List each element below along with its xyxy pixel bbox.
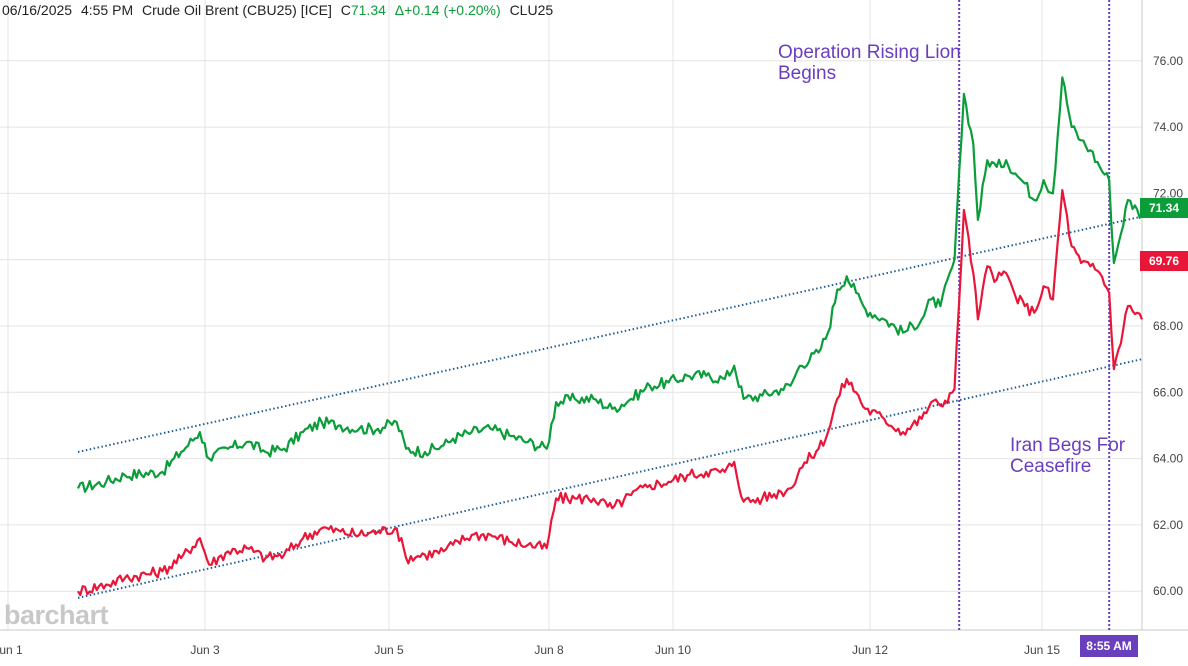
header-contract: CLU25 bbox=[509, 2, 554, 18]
y-tick-label: 62.00 bbox=[1153, 518, 1183, 532]
header-date: 06/16/2025 bbox=[2, 2, 73, 18]
y-tick-label: 64.00 bbox=[1153, 452, 1183, 466]
annotation-iran-line1: Iran Begs For bbox=[1010, 435, 1126, 456]
annotation-iran-line2: Ceasefire bbox=[1010, 456, 1092, 477]
y-tick-label: 60.00 bbox=[1153, 584, 1183, 598]
x-tick-label: Jun 1 bbox=[0, 643, 23, 657]
last-price-tag-green: 71.34 bbox=[1140, 198, 1188, 218]
x-tick-label: Jun 12 bbox=[852, 643, 888, 657]
y-tick-label: 66.00 bbox=[1153, 385, 1183, 399]
x-tick-label: Jun 8 bbox=[534, 643, 564, 657]
lower-trendline bbox=[77, 358, 1143, 599]
y-tick-label: 72.00 bbox=[1153, 186, 1183, 200]
x-tick-label: Jun 3 bbox=[190, 643, 220, 657]
chart-header: 06/16/2025 4:55 PM Crude Oil Brent (CBU2… bbox=[2, 2, 553, 18]
barchart-logo: barchart bbox=[4, 600, 109, 630]
last-price-tag-red: 69.76 bbox=[1140, 251, 1188, 271]
x-tick-label: Jun 10 bbox=[655, 643, 691, 657]
crosshair-time-tag: 8:55 AM bbox=[1080, 635, 1138, 657]
annotation-rising-lion-line1: Operation Rising Lion bbox=[778, 42, 961, 63]
series-line-red bbox=[77, 189, 1144, 597]
annotation-rising-lion-line2: Begins bbox=[778, 63, 837, 84]
annotation-iran-ceasefire: Iran Begs For Ceasefire bbox=[1010, 435, 1125, 477]
header-symbol-name: Crude Oil Brent (CBU25) [ICE] bbox=[142, 2, 332, 18]
series-line-green bbox=[77, 76, 1143, 493]
y-tick-label: 68.00 bbox=[1153, 319, 1183, 333]
header-change: Δ+0.14 (+0.20%) bbox=[394, 2, 501, 18]
header-close-label: C bbox=[340, 2, 351, 18]
header-close-value: 71.34 bbox=[350, 2, 386, 18]
y-tick-label: 76.00 bbox=[1153, 54, 1183, 68]
header-time: 4:55 PM bbox=[80, 2, 134, 18]
annotation-rising-lion: Operation Rising Lion Begins bbox=[778, 42, 961, 84]
x-tick-label: Jun 5 bbox=[374, 643, 404, 657]
x-tick-label: Jun 15 bbox=[1024, 643, 1060, 657]
y-tick-label: 74.00 bbox=[1153, 120, 1183, 134]
upper-trendline bbox=[77, 215, 1143, 453]
